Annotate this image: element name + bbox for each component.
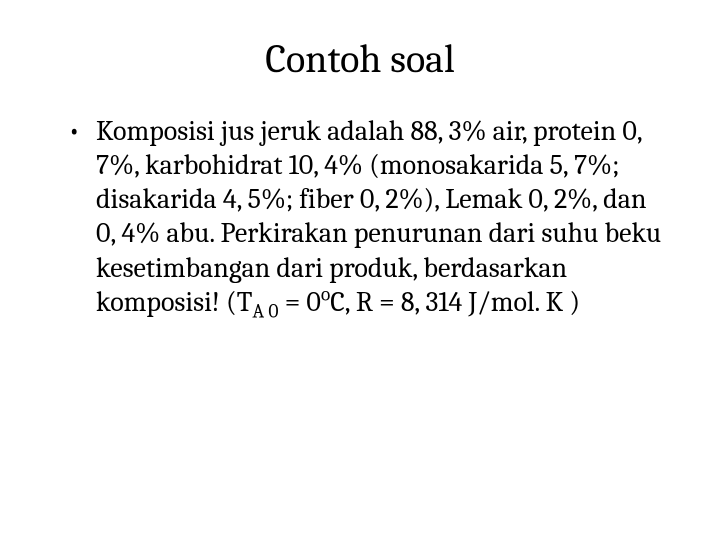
slide-container: Contoh soal Komposisi jus jeruk adalah 8… [0, 0, 720, 540]
slide-title: Contoh soal [50, 36, 670, 82]
superscript-o: o [321, 282, 330, 305]
bullet-text-mid1: = 0 [279, 286, 321, 318]
bullet-text-mid2: C, R = 8, 314 J/mol. K ) [330, 286, 580, 318]
subscript-a0: A 0 [252, 299, 278, 322]
bullet-list: Komposisi jus jeruk adalah 88, 3% air, p… [50, 114, 670, 319]
bullet-item: Komposisi jus jeruk adalah 88, 3% air, p… [68, 114, 670, 319]
